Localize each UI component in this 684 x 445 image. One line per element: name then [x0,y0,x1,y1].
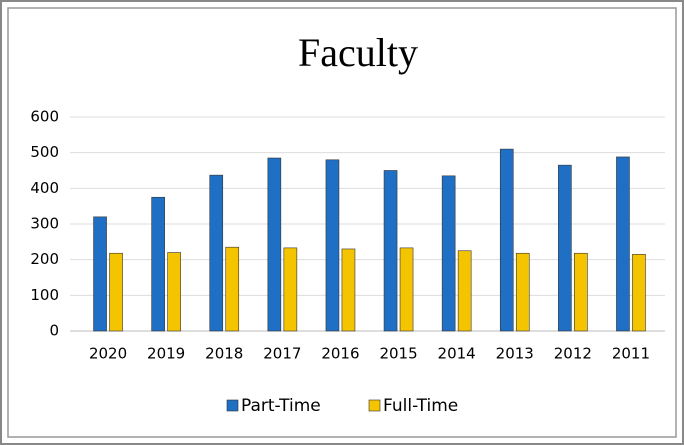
y-tick-label: 300 [30,215,59,233]
bar [499,148,514,332]
y-tick-label: 0 [49,322,59,340]
x-tick-label: 2017 [263,345,301,363]
bar [93,216,107,332]
x-tick-label: 2011 [612,345,650,363]
bar [341,248,356,332]
bar [616,156,630,332]
y-tick-label: 100 [30,286,59,304]
legend-label: Part-Time [241,396,321,416]
chart-title: Faculty [298,30,418,75]
x-tick-label: 2015 [379,345,417,363]
legend-label: Full-Time [383,396,458,416]
bar [383,170,398,332]
bar [441,175,456,332]
bar [151,196,165,332]
legend-swatch [368,399,381,412]
x-tick-label: 2016 [321,345,359,363]
bar [267,157,282,332]
y-tick-label: 500 [30,143,59,161]
bar [399,247,414,332]
bar [109,252,123,332]
bar [515,252,530,332]
bar [558,164,572,332]
bar [167,252,181,332]
x-tick-label: 2019 [147,345,185,363]
y-tick-label: 600 [30,108,59,126]
x-tick-label: 2018 [205,345,243,363]
bar [632,254,646,332]
x-tick-label: 2020 [89,345,127,363]
y-tick-label: 400 [30,179,59,197]
x-tick-label: 2014 [438,345,476,363]
bar [457,250,472,332]
bar [283,247,298,332]
x-tick-label: 2012 [554,345,592,363]
bar [225,246,240,332]
bar [325,159,340,332]
x-tick-label: 2013 [496,345,534,363]
bar [574,252,588,332]
y-tick-label: 200 [30,250,59,268]
bar [209,174,224,332]
legend-swatch [226,399,239,412]
